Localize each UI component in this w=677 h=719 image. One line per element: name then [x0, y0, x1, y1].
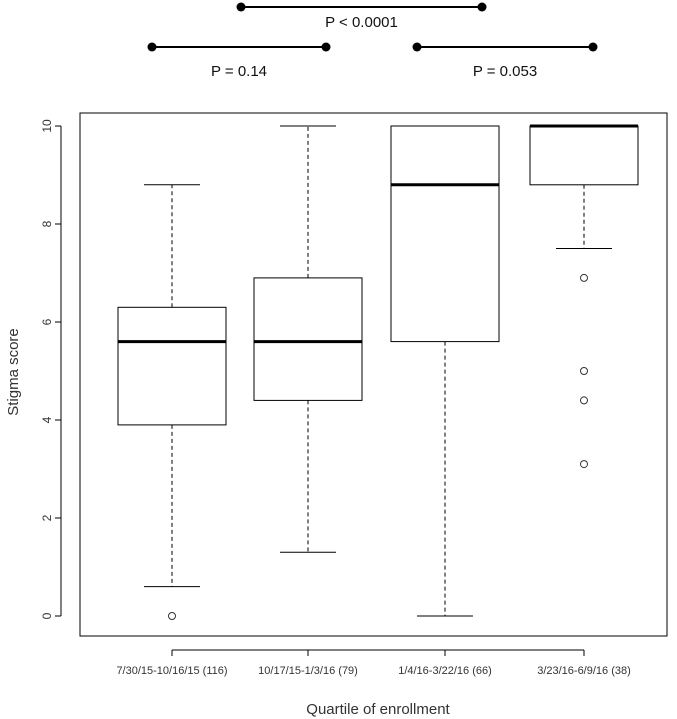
y-tick-label: 10	[40, 119, 54, 133]
bracket-end-dot	[147, 42, 157, 52]
plot-frame	[79, 112, 668, 637]
bracket-end-dot	[412, 42, 422, 52]
x-tick-label: 3/23/16-6/9/16 (38)	[537, 665, 631, 677]
y-axis: 0 2 4 6 8 10	[40, 119, 62, 619]
box-1	[117, 184, 227, 620]
bracket-end-dot	[236, 2, 246, 12]
comparison-2: P = 0.14	[147, 42, 331, 80]
outlier-point	[580, 273, 588, 282]
iqr-box	[390, 125, 500, 343]
y-tick-label: 6	[40, 318, 54, 325]
outlier-point	[580, 367, 588, 375]
x-tick-label: 7/30/15-10/16/15 (116)	[116, 665, 227, 677]
x-axis: 7/30/15-10/16/15 (116) 10/17/15-1/3/16 (7…	[116, 649, 631, 677]
box-4	[529, 124, 639, 469]
x-tick-label: 10/17/15-1/3/16 (79)	[258, 665, 358, 677]
comparison-1: P < 0.0001	[236, 2, 487, 31]
outlier-point	[580, 460, 588, 469]
iqr-box	[253, 277, 363, 401]
x-tick-label: 1/4/16-3/22/16 (66)	[398, 665, 492, 677]
y-tick-label: 2	[40, 514, 54, 521]
comparison-3: P = 0.053	[412, 42, 598, 80]
significance-brackets: P < 0.0001 P = 0.14 P = 0.053	[147, 2, 598, 80]
y-axis-title: Stigma score	[5, 328, 22, 416]
p-value-label: P = 0.053	[473, 63, 537, 80]
y-tick-label: 4	[40, 416, 54, 423]
box-3	[390, 125, 500, 617]
outlier-point	[168, 612, 176, 620]
iqr-box	[529, 125, 639, 186]
box-2	[253, 125, 363, 553]
bracket-end-dot	[321, 42, 331, 52]
outlier-point	[580, 396, 588, 405]
x-axis-title: Quartile of enrollment	[306, 701, 450, 718]
iqr-box	[117, 306, 227, 426]
bracket-end-dot	[588, 42, 598, 52]
y-tick-label: 0	[40, 612, 54, 619]
p-value-label: P < 0.0001	[325, 14, 398, 31]
bracket-end-dot	[477, 2, 487, 12]
box-series	[117, 124, 639, 620]
p-value-label: P = 0.14	[211, 63, 267, 80]
y-tick-label: 8	[40, 220, 54, 227]
